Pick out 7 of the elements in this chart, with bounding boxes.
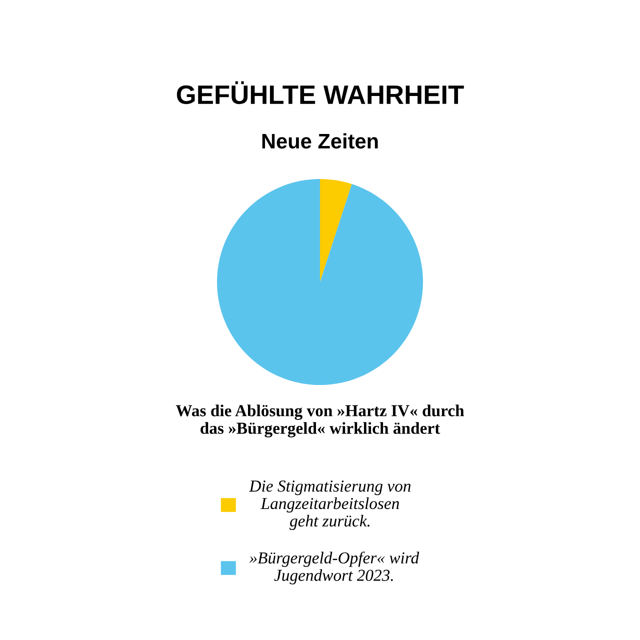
chart-title: GEFÜHLTE WAHRHEIT <box>176 81 464 104</box>
pie-slice <box>217 179 423 385</box>
chart-subtitle: Neue Zeiten <box>262 133 378 149</box>
text: Was die Ablösung von »Hartz IV« durch das »Bürgergeld« wirklich ändert <box>176 404 464 438</box>
legend-label: »Bürgergeld-Opfer« wird Jugendwort 2023. <box>249 552 420 584</box>
legend-label: Die Stigmatisierung von Langzeitarbeitslosen geht zurück. <box>249 480 411 530</box>
pie-slice <box>320 179 352 282</box>
